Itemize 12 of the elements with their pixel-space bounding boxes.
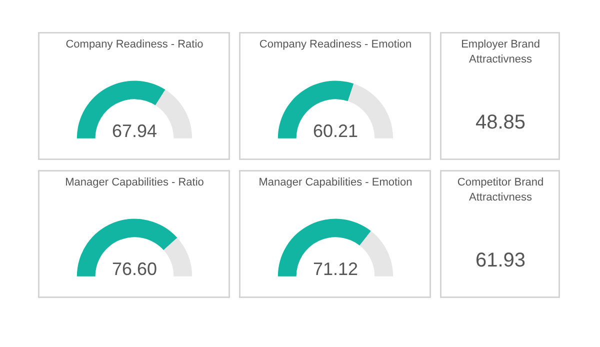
text: Competitor Brand Attractivness	[457, 176, 544, 204]
text: Employer Brand Attractivness	[461, 38, 540, 66]
text: 48.85	[475, 111, 526, 134]
data-label: 60.21	[312, 120, 358, 141]
chart-title: Manager Capabilities - Emotion	[258, 176, 412, 188]
data-label: 67.94	[112, 120, 158, 141]
data-label: 71.12	[312, 258, 358, 279]
data-label: 76.60	[112, 258, 158, 279]
text: 61.93	[475, 249, 526, 272]
chart-title: Company Readiness - Emotion	[259, 38, 412, 50]
chart-title: Manager Capabilities - Ratio	[65, 176, 204, 188]
chart-title: Company Readiness - Ratio	[66, 38, 204, 50]
